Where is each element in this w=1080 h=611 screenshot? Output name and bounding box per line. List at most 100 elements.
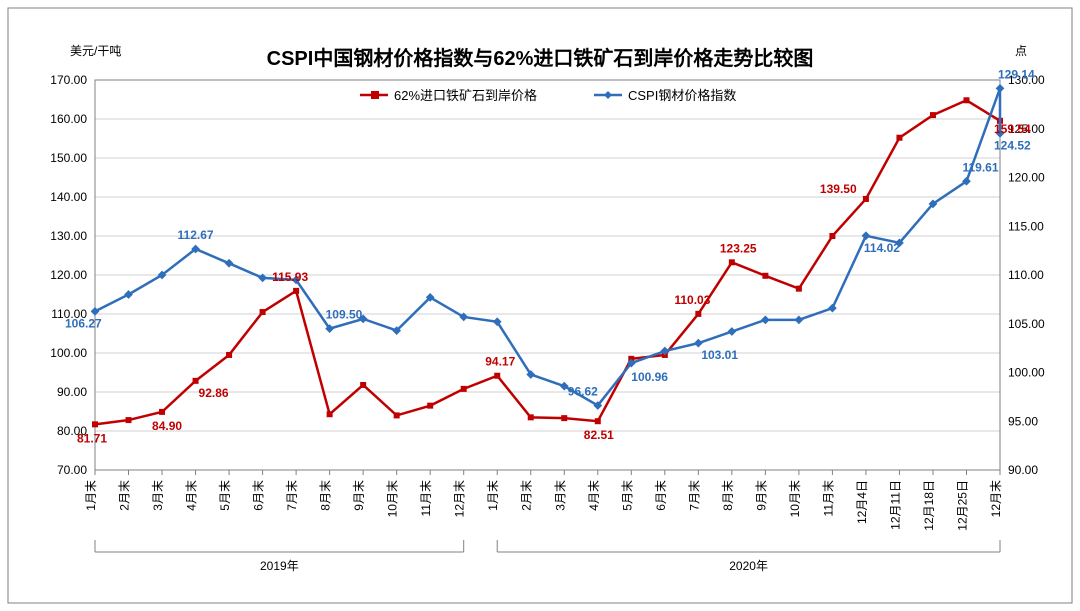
- x-tick-label: 1月末: [84, 480, 98, 511]
- x-tick-label: 3月末: [553, 480, 567, 511]
- marker-cspi: [225, 259, 234, 268]
- annot-cspi: 106.27: [65, 316, 102, 330]
- x-tick-label: 7月末: [285, 480, 299, 511]
- x-tick-label: 5月末: [218, 480, 232, 511]
- annot-iron: 159.54: [994, 122, 1031, 136]
- marker-iron_ore: [92, 421, 98, 427]
- annot-cspi: 124.52: [994, 138, 1031, 152]
- annot-cspi: 109.50: [326, 308, 363, 322]
- annot-iron: 82.51: [584, 428, 614, 442]
- x-tick-label: 11月末: [821, 480, 835, 516]
- left-tick-label: 160.00: [50, 112, 87, 126]
- right-tick-label: 90.00: [1008, 463, 1038, 477]
- x-tick-label: 9月末: [754, 480, 768, 511]
- annot-iron: 81.71: [77, 431, 107, 445]
- legend-square-icon: [371, 91, 379, 99]
- right-tick-label: 100.00: [1008, 366, 1045, 380]
- marker-iron_ore: [293, 288, 299, 294]
- marker-iron_ore: [695, 311, 701, 317]
- right-tick-label: 115.00: [1008, 219, 1044, 233]
- x-tick-label: 12月11日: [888, 480, 902, 530]
- x-tick-label: 2月末: [520, 480, 534, 511]
- left-tick-label: 100.00: [50, 346, 87, 360]
- left-tick-label: 70.00: [57, 463, 87, 477]
- annot-iron: 139.50: [820, 182, 857, 196]
- right-tick-label: 120.00: [1008, 171, 1045, 185]
- annot-iron: 123.25: [720, 241, 757, 255]
- marker-iron_ore: [461, 386, 467, 392]
- marker-iron_ore: [159, 409, 165, 415]
- x-tick-label: 1月末: [486, 480, 500, 511]
- marker-cspi: [694, 339, 703, 348]
- x-tick-label: 12月末: [453, 480, 467, 517]
- x-tick-label: 7月末: [687, 480, 701, 511]
- x-tick-label: 11月末: [419, 480, 433, 516]
- marker-iron_ore: [394, 412, 400, 418]
- annot-iron: 94.17: [485, 355, 515, 369]
- legend-label-cspi: CSPI钢材价格指数: [628, 88, 736, 103]
- x-tick-label: 12月25日: [955, 480, 969, 531]
- marker-iron_ore: [260, 309, 266, 315]
- marker-iron_ore: [863, 196, 869, 202]
- annot-cspi: 129.14: [998, 67, 1035, 81]
- x-tick-label: 6月末: [252, 480, 266, 511]
- right-tick-label: 110.00: [1008, 268, 1044, 282]
- x-tick-label: 10月末: [386, 480, 400, 517]
- marker-iron_ore: [963, 97, 969, 103]
- marker-cspi: [996, 84, 1005, 93]
- right-tick-label: 105.00: [1008, 317, 1045, 331]
- marker-iron_ore: [427, 403, 433, 409]
- marker-iron_ore: [796, 286, 802, 292]
- left-tick-label: 120.00: [50, 268, 87, 282]
- legend-label-iron: 62%进口铁矿石到岸价格: [394, 88, 537, 103]
- annot-iron: 115.93: [272, 270, 308, 284]
- x-tick-label: 3月末: [151, 480, 165, 511]
- marker-cspi: [761, 315, 770, 324]
- marker-iron_ore: [930, 112, 936, 118]
- left-tick-label: 170.00: [50, 73, 87, 87]
- marker-iron_ore: [494, 373, 500, 379]
- year-label: 2019年: [260, 559, 299, 573]
- marker-iron_ore: [126, 417, 132, 423]
- legend-diamond-icon: [604, 91, 612, 99]
- x-tick-label: 12月18日: [922, 480, 936, 531]
- year-label: 2020年: [729, 559, 768, 573]
- right-axis-unit: 点: [1015, 44, 1027, 58]
- marker-iron_ore: [762, 273, 768, 279]
- marker-iron_ore: [595, 418, 601, 424]
- marker-cspi: [862, 231, 871, 240]
- annot-cspi: 114.02: [864, 241, 900, 255]
- chart-title: CSPI中国钢材价格指数与62%进口铁矿石到岸价格走势比较图: [267, 46, 814, 70]
- marker-iron_ore: [226, 352, 232, 358]
- marker-iron_ore: [360, 382, 366, 388]
- x-tick-label: 2月末: [118, 480, 132, 511]
- marker-iron_ore: [896, 135, 902, 141]
- marker-iron_ore: [829, 233, 835, 239]
- x-tick-label: 8月末: [721, 480, 735, 511]
- annot-cspi: 119.61: [962, 160, 998, 174]
- x-tick-label: 10月末: [788, 480, 802, 517]
- annot-cspi: 100.96: [631, 370, 668, 384]
- marker-cspi: [795, 315, 804, 324]
- marker-cspi: [727, 327, 736, 336]
- left-tick-label: 130.00: [50, 229, 87, 243]
- left-axis-unit: 美元/干吨: [70, 44, 121, 58]
- x-tick-label: 12月4日: [855, 480, 869, 524]
- x-tick-label: 8月末: [319, 480, 333, 511]
- annot-iron: 84.90: [152, 419, 182, 433]
- chart-container: 美元/干吨 点 CSPI中国钢材价格指数与62%进口铁矿石到岸价格走势比较图 70.0…: [0, 0, 1080, 611]
- x-tick-label: 5月末: [620, 480, 634, 511]
- annot-cspi: 103.01: [701, 348, 738, 362]
- chart-svg: 美元/干吨 点 CSPI中国钢材价格指数与62%进口铁矿石到岸价格走势比较图 70.0…: [0, 0, 1080, 611]
- x-tick-label: 6月末: [654, 480, 668, 511]
- marker-iron_ore: [561, 415, 567, 421]
- marker-cspi: [828, 304, 837, 313]
- marker-iron_ore: [729, 259, 735, 265]
- left-tick-label: 140.00: [50, 190, 87, 204]
- annot-iron: 110.03: [674, 293, 710, 307]
- left-tick-label: 90.00: [57, 385, 87, 399]
- marker-iron_ore: [327, 411, 333, 417]
- annot-iron: 92.86: [199, 386, 229, 400]
- right-tick-label: 95.00: [1008, 414, 1038, 428]
- marker-iron_ore: [193, 378, 199, 384]
